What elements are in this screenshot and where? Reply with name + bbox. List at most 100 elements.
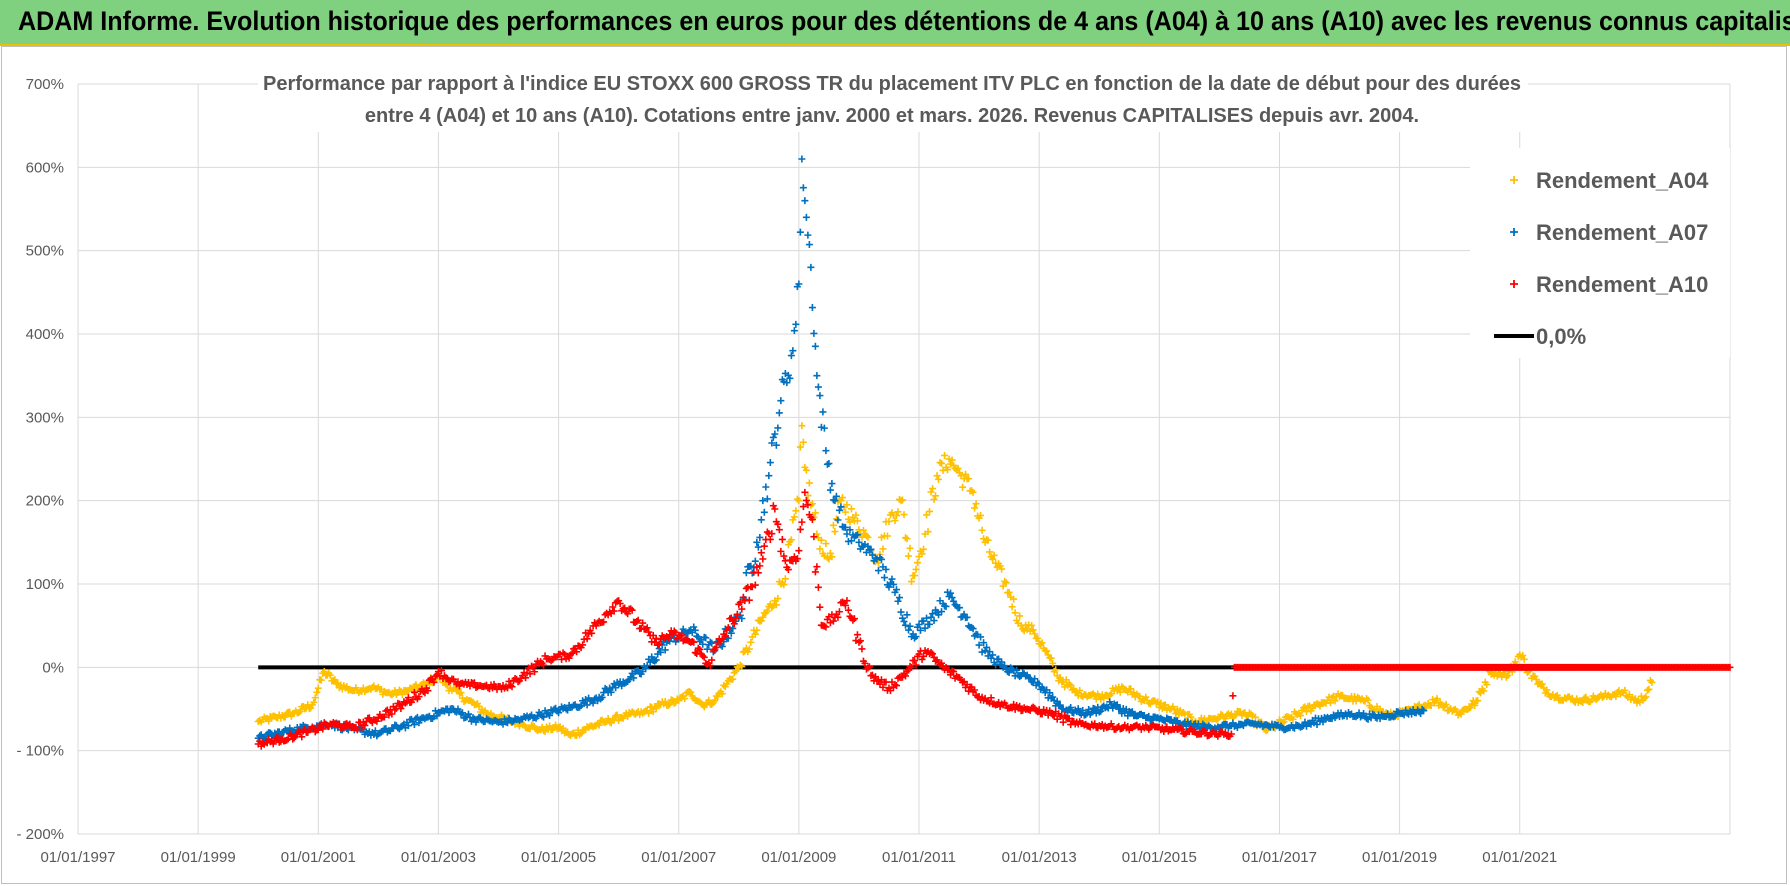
data-point: [814, 583, 822, 591]
data-point: [654, 641, 662, 649]
data-point: [828, 480, 836, 488]
legend-plus-marker: [1510, 176, 1518, 184]
data-point: [526, 670, 534, 678]
data-point: [772, 601, 780, 609]
data-point: [762, 483, 770, 491]
data-point: [935, 475, 943, 483]
data-point: [1043, 647, 1051, 655]
data-point: [736, 598, 744, 606]
data-point: [652, 656, 660, 664]
data-point: [933, 472, 941, 480]
data-point: [879, 683, 887, 691]
data-point: [805, 479, 813, 487]
data-point: [768, 530, 776, 538]
data-point: [730, 620, 738, 628]
data-point: [801, 488, 809, 496]
data-point: [813, 563, 821, 571]
data-point: [703, 645, 711, 653]
data-point: [310, 698, 318, 706]
data-point: [972, 500, 980, 508]
data-point: [455, 690, 463, 698]
data-point: [804, 501, 812, 509]
data-point: [286, 730, 294, 738]
data-point: [1316, 702, 1324, 710]
data-point: [843, 597, 851, 605]
data-point: [1648, 678, 1656, 686]
x-tick-label: 01/01/2013: [1002, 849, 1077, 866]
data-point: [1504, 672, 1512, 680]
data-point: [398, 691, 406, 699]
data-point: [789, 347, 797, 355]
data-point: [712, 643, 720, 651]
data-point: [711, 697, 719, 705]
data-point: [445, 709, 453, 717]
data-point: [908, 578, 916, 586]
data-point: [864, 533, 872, 541]
data-point: [834, 516, 842, 524]
data-point: [894, 508, 902, 516]
data-point: [987, 694, 995, 702]
data-point: [1642, 693, 1650, 701]
data-point: [738, 663, 746, 671]
data-point: [708, 656, 716, 664]
data-point: [1103, 703, 1111, 711]
data-point: [1230, 712, 1238, 720]
data-point: [1053, 697, 1061, 705]
data-point: [502, 683, 510, 691]
data-point: [962, 470, 970, 478]
data-point: [983, 643, 991, 651]
data-point: [798, 155, 806, 163]
data-point: [727, 629, 735, 637]
data-point: [867, 545, 875, 553]
data-point: [1643, 686, 1651, 694]
data-point: [792, 507, 800, 515]
data-point: [1008, 603, 1016, 611]
data-point: [676, 632, 684, 640]
data-point: [404, 722, 412, 730]
data-point: [793, 495, 801, 503]
data-point: [811, 568, 819, 576]
data-point: [822, 540, 830, 548]
data-point: [871, 673, 879, 681]
grid: [77, 83, 1731, 835]
data-point: [819, 408, 827, 416]
data-point: [627, 605, 635, 613]
data-point: [718, 690, 726, 698]
data-point: [1049, 693, 1057, 701]
data-point: [579, 641, 587, 649]
data-point: [977, 633, 985, 641]
y-tick-label: 200%: [26, 493, 64, 510]
data-point: [769, 502, 777, 510]
data-point: [568, 649, 576, 657]
data-point: [932, 492, 940, 500]
data-point: [823, 554, 831, 562]
data-point: [1598, 693, 1606, 701]
data-point: [589, 699, 597, 707]
data-point: [630, 674, 638, 682]
data-point: [802, 466, 810, 474]
data-point: [757, 549, 765, 557]
data-point: [807, 263, 815, 271]
data-point: [1471, 701, 1479, 709]
data-point: [1577, 698, 1585, 706]
data-point: [765, 472, 773, 480]
x-tick-label: 01/01/2001: [281, 849, 356, 866]
legend-plus-marker: [1510, 280, 1518, 288]
data-point: [430, 678, 438, 686]
data-point: [595, 721, 603, 729]
data-point: [891, 517, 899, 525]
data-point: [1001, 577, 1009, 585]
data-point: [664, 634, 672, 642]
data-point: [289, 735, 297, 743]
data-point: [980, 639, 988, 647]
data-point: [540, 726, 548, 734]
data-point: [457, 689, 465, 697]
data-point: [457, 710, 465, 718]
data-point: [975, 641, 983, 649]
data-point: [651, 657, 659, 665]
data-point: [678, 631, 686, 639]
data-point: [1031, 630, 1039, 638]
data-point: [1552, 693, 1560, 700]
data-point: [837, 503, 845, 511]
